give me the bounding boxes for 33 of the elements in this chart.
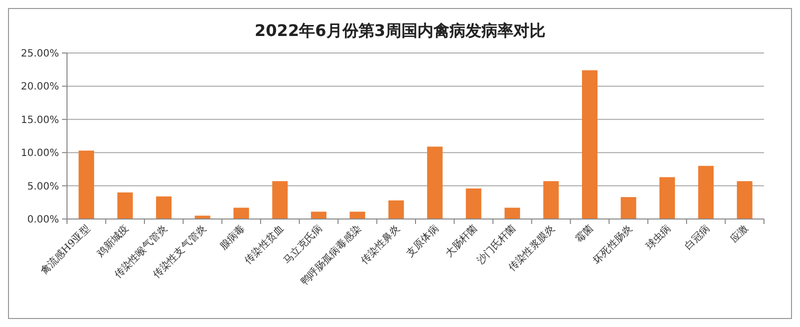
bar bbox=[504, 208, 520, 219]
bar bbox=[272, 181, 288, 219]
bar bbox=[620, 197, 636, 219]
x-tick-label: 霉菌 bbox=[573, 222, 596, 246]
x-tick-label: 应激 bbox=[728, 222, 751, 246]
x-tick-label: 禽流感H9亚型 bbox=[38, 222, 92, 278]
bar bbox=[543, 181, 559, 219]
bar bbox=[466, 188, 482, 219]
bar bbox=[350, 212, 366, 219]
bar bbox=[117, 192, 133, 219]
y-tick-label: 25.00% bbox=[20, 48, 59, 60]
bar bbox=[736, 181, 752, 219]
y-tick-label: 10.00% bbox=[20, 148, 59, 160]
y-tick-label: 20.00% bbox=[20, 82, 59, 93]
bar bbox=[156, 196, 172, 219]
bar bbox=[194, 216, 210, 219]
y-tick-label: 15.00% bbox=[20, 114, 59, 126]
y-tick-label: 0.00% bbox=[27, 214, 59, 226]
bar bbox=[310, 212, 326, 219]
x-tick-label: 白冠病 bbox=[682, 222, 712, 252]
bar bbox=[388, 200, 404, 219]
y-tick-label: 5.00% bbox=[27, 181, 59, 192]
x-tick-label: 大肠杆菌 bbox=[442, 222, 480, 260]
bar bbox=[659, 177, 675, 219]
bar bbox=[234, 208, 249, 219]
bar bbox=[582, 70, 598, 219]
x-tick-label: 球虫病 bbox=[644, 222, 674, 252]
chart-title: 2022年6月份第3周国内禽病发病率对比 bbox=[254, 21, 546, 40]
x-tick-label: 支原体病 bbox=[404, 222, 441, 260]
bar bbox=[78, 150, 94, 219]
x-tick-label: 腺病毒 bbox=[218, 222, 248, 252]
bar bbox=[698, 166, 714, 219]
bar bbox=[427, 146, 443, 219]
